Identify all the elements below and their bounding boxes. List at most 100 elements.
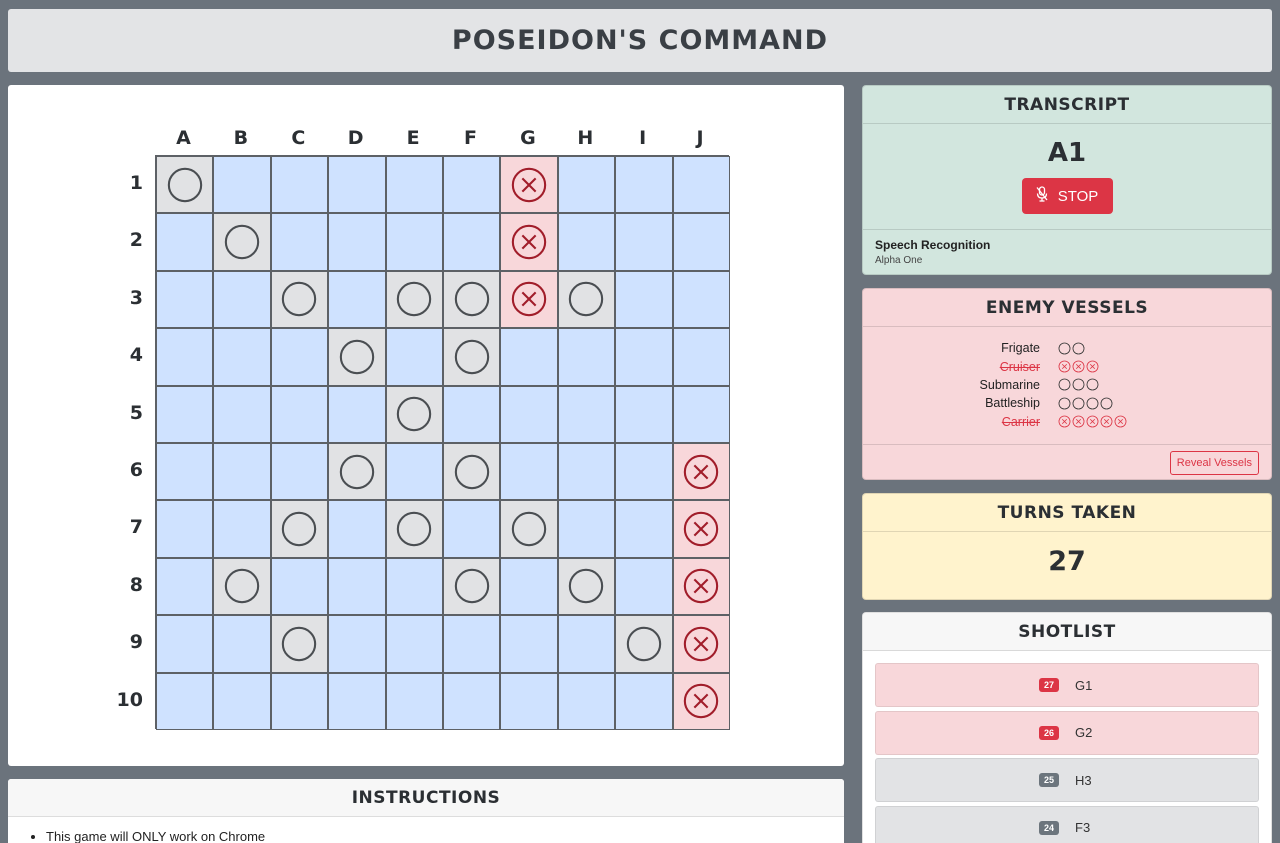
board-cell-a1[interactable] <box>156 156 214 214</box>
board-cell-i6[interactable] <box>615 442 673 501</box>
board-cell-h7[interactable] <box>557 500 616 558</box>
board-cell-e5[interactable] <box>385 385 443 443</box>
board-cell-a10[interactable] <box>156 672 214 730</box>
board-cell-d10[interactable] <box>328 672 386 730</box>
board-cell-g5[interactable] <box>500 385 558 443</box>
board-cell-j10[interactable] <box>672 672 730 730</box>
board-cell-e2[interactable] <box>385 213 443 271</box>
board-cell-g7[interactable] <box>500 500 558 558</box>
board-cell-g3[interactable] <box>500 270 558 329</box>
board-cell-h2[interactable] <box>557 213 616 271</box>
board-cell-h8[interactable] <box>557 557 616 616</box>
board-cell-i9[interactable] <box>615 615 673 673</box>
board-cell-b10[interactable] <box>213 672 271 730</box>
stop-button[interactable]: STOP <box>1021 178 1113 214</box>
board-cell-i10[interactable] <box>615 672 673 730</box>
board-cell-b6[interactable] <box>213 442 271 501</box>
board-cell-c2[interactable] <box>270 213 329 271</box>
board-cell-i8[interactable] <box>615 557 673 616</box>
board-cell-g2[interactable] <box>500 213 558 271</box>
board-cell-f2[interactable] <box>442 213 501 271</box>
board-cell-f4[interactable] <box>442 328 501 386</box>
board-cell-g6[interactable] <box>500 442 558 501</box>
board-cell-c4[interactable] <box>270 328 329 386</box>
board-cell-a3[interactable] <box>156 270 214 329</box>
board-cell-c10[interactable] <box>270 672 329 730</box>
board-cell-d2[interactable] <box>328 213 386 271</box>
board-cell-g8[interactable] <box>500 557 558 616</box>
board-cell-e10[interactable] <box>385 672 443 730</box>
board-cell-e1[interactable] <box>385 156 443 214</box>
board-cell-c7[interactable] <box>270 500 329 558</box>
board-cell-h6[interactable] <box>557 442 616 501</box>
board-cell-d1[interactable] <box>328 156 386 214</box>
board-cell-f6[interactable] <box>442 442 501 501</box>
board-cell-b3[interactable] <box>213 270 271 329</box>
board-cell-e7[interactable] <box>385 500 443 558</box>
board-cell-a4[interactable] <box>156 328 214 386</box>
board-cell-a7[interactable] <box>156 500 214 558</box>
board-cell-i3[interactable] <box>615 270 673 329</box>
board-cell-c1[interactable] <box>270 156 329 214</box>
board-cell-a2[interactable] <box>156 213 214 271</box>
board-cell-f9[interactable] <box>442 615 501 673</box>
board-cell-g10[interactable] <box>500 672 558 730</box>
game-board[interactable] <box>155 155 730 730</box>
board-cell-h10[interactable] <box>557 672 616 730</box>
board-cell-e8[interactable] <box>385 557 443 616</box>
board-cell-j8[interactable] <box>672 557 730 616</box>
board-cell-h4[interactable] <box>557 328 616 386</box>
board-cell-d4[interactable] <box>328 328 386 386</box>
board-cell-i7[interactable] <box>615 500 673 558</box>
board-cell-f8[interactable] <box>442 557 501 616</box>
board-cell-a8[interactable] <box>156 557 214 616</box>
board-cell-d3[interactable] <box>328 270 386 329</box>
board-cell-a9[interactable] <box>156 615 214 673</box>
board-cell-b9[interactable] <box>213 615 271 673</box>
board-cell-g4[interactable] <box>500 328 558 386</box>
board-cell-i2[interactable] <box>615 213 673 271</box>
board-cell-g9[interactable] <box>500 615 558 673</box>
board-cell-b8[interactable] <box>213 557 271 616</box>
board-cell-c3[interactable] <box>270 270 329 329</box>
board-cell-d7[interactable] <box>328 500 386 558</box>
board-cell-b1[interactable] <box>213 156 271 214</box>
reveal-vessels-button[interactable]: Reveal Vessels <box>1169 451 1259 475</box>
board-cell-g1[interactable] <box>500 156 558 214</box>
board-cell-j5[interactable] <box>672 385 730 443</box>
board-cell-e6[interactable] <box>385 442 443 501</box>
board-cell-i4[interactable] <box>615 328 673 386</box>
board-cell-h1[interactable] <box>557 156 616 214</box>
board-cell-e3[interactable] <box>385 270 443 329</box>
board-cell-j2[interactable] <box>672 213 730 271</box>
board-cell-d9[interactable] <box>328 615 386 673</box>
board-cell-h9[interactable] <box>557 615 616 673</box>
board-cell-j9[interactable] <box>672 615 730 673</box>
board-cell-b4[interactable] <box>213 328 271 386</box>
board-cell-i1[interactable] <box>615 156 673 214</box>
board-cell-b2[interactable] <box>213 213 271 271</box>
board-cell-h3[interactable] <box>557 270 616 329</box>
board-cell-j4[interactable] <box>672 328 730 386</box>
board-cell-j6[interactable] <box>672 442 730 501</box>
board-cell-b7[interactable] <box>213 500 271 558</box>
board-cell-d8[interactable] <box>328 557 386 616</box>
board-cell-c8[interactable] <box>270 557 329 616</box>
board-cell-j1[interactable] <box>672 156 730 214</box>
board-cell-j3[interactable] <box>672 270 730 329</box>
board-cell-c6[interactable] <box>270 442 329 501</box>
board-cell-d6[interactable] <box>328 442 386 501</box>
board-cell-f5[interactable] <box>442 385 501 443</box>
board-cell-c5[interactable] <box>270 385 329 443</box>
board-cell-a6[interactable] <box>156 442 214 501</box>
board-cell-a5[interactable] <box>156 385 214 443</box>
board-cell-e4[interactable] <box>385 328 443 386</box>
board-cell-i5[interactable] <box>615 385 673 443</box>
board-cell-e9[interactable] <box>385 615 443 673</box>
board-cell-j7[interactable] <box>672 500 730 558</box>
board-cell-h5[interactable] <box>557 385 616 443</box>
board-cell-d5[interactable] <box>328 385 386 443</box>
board-cell-f1[interactable] <box>442 156 501 214</box>
board-cell-c9[interactable] <box>270 615 329 673</box>
board-cell-b5[interactable] <box>213 385 271 443</box>
